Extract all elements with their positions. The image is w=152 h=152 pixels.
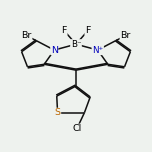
Text: Br: Br [120, 31, 131, 40]
Text: N⁺: N⁺ [92, 46, 103, 55]
Text: N: N [51, 46, 58, 55]
Text: F: F [85, 26, 90, 35]
Text: B⁻: B⁻ [71, 40, 81, 49]
Text: Cl: Cl [72, 124, 81, 133]
Text: Br: Br [21, 31, 32, 40]
Text: F: F [62, 26, 67, 35]
Text: S: S [55, 108, 61, 117]
